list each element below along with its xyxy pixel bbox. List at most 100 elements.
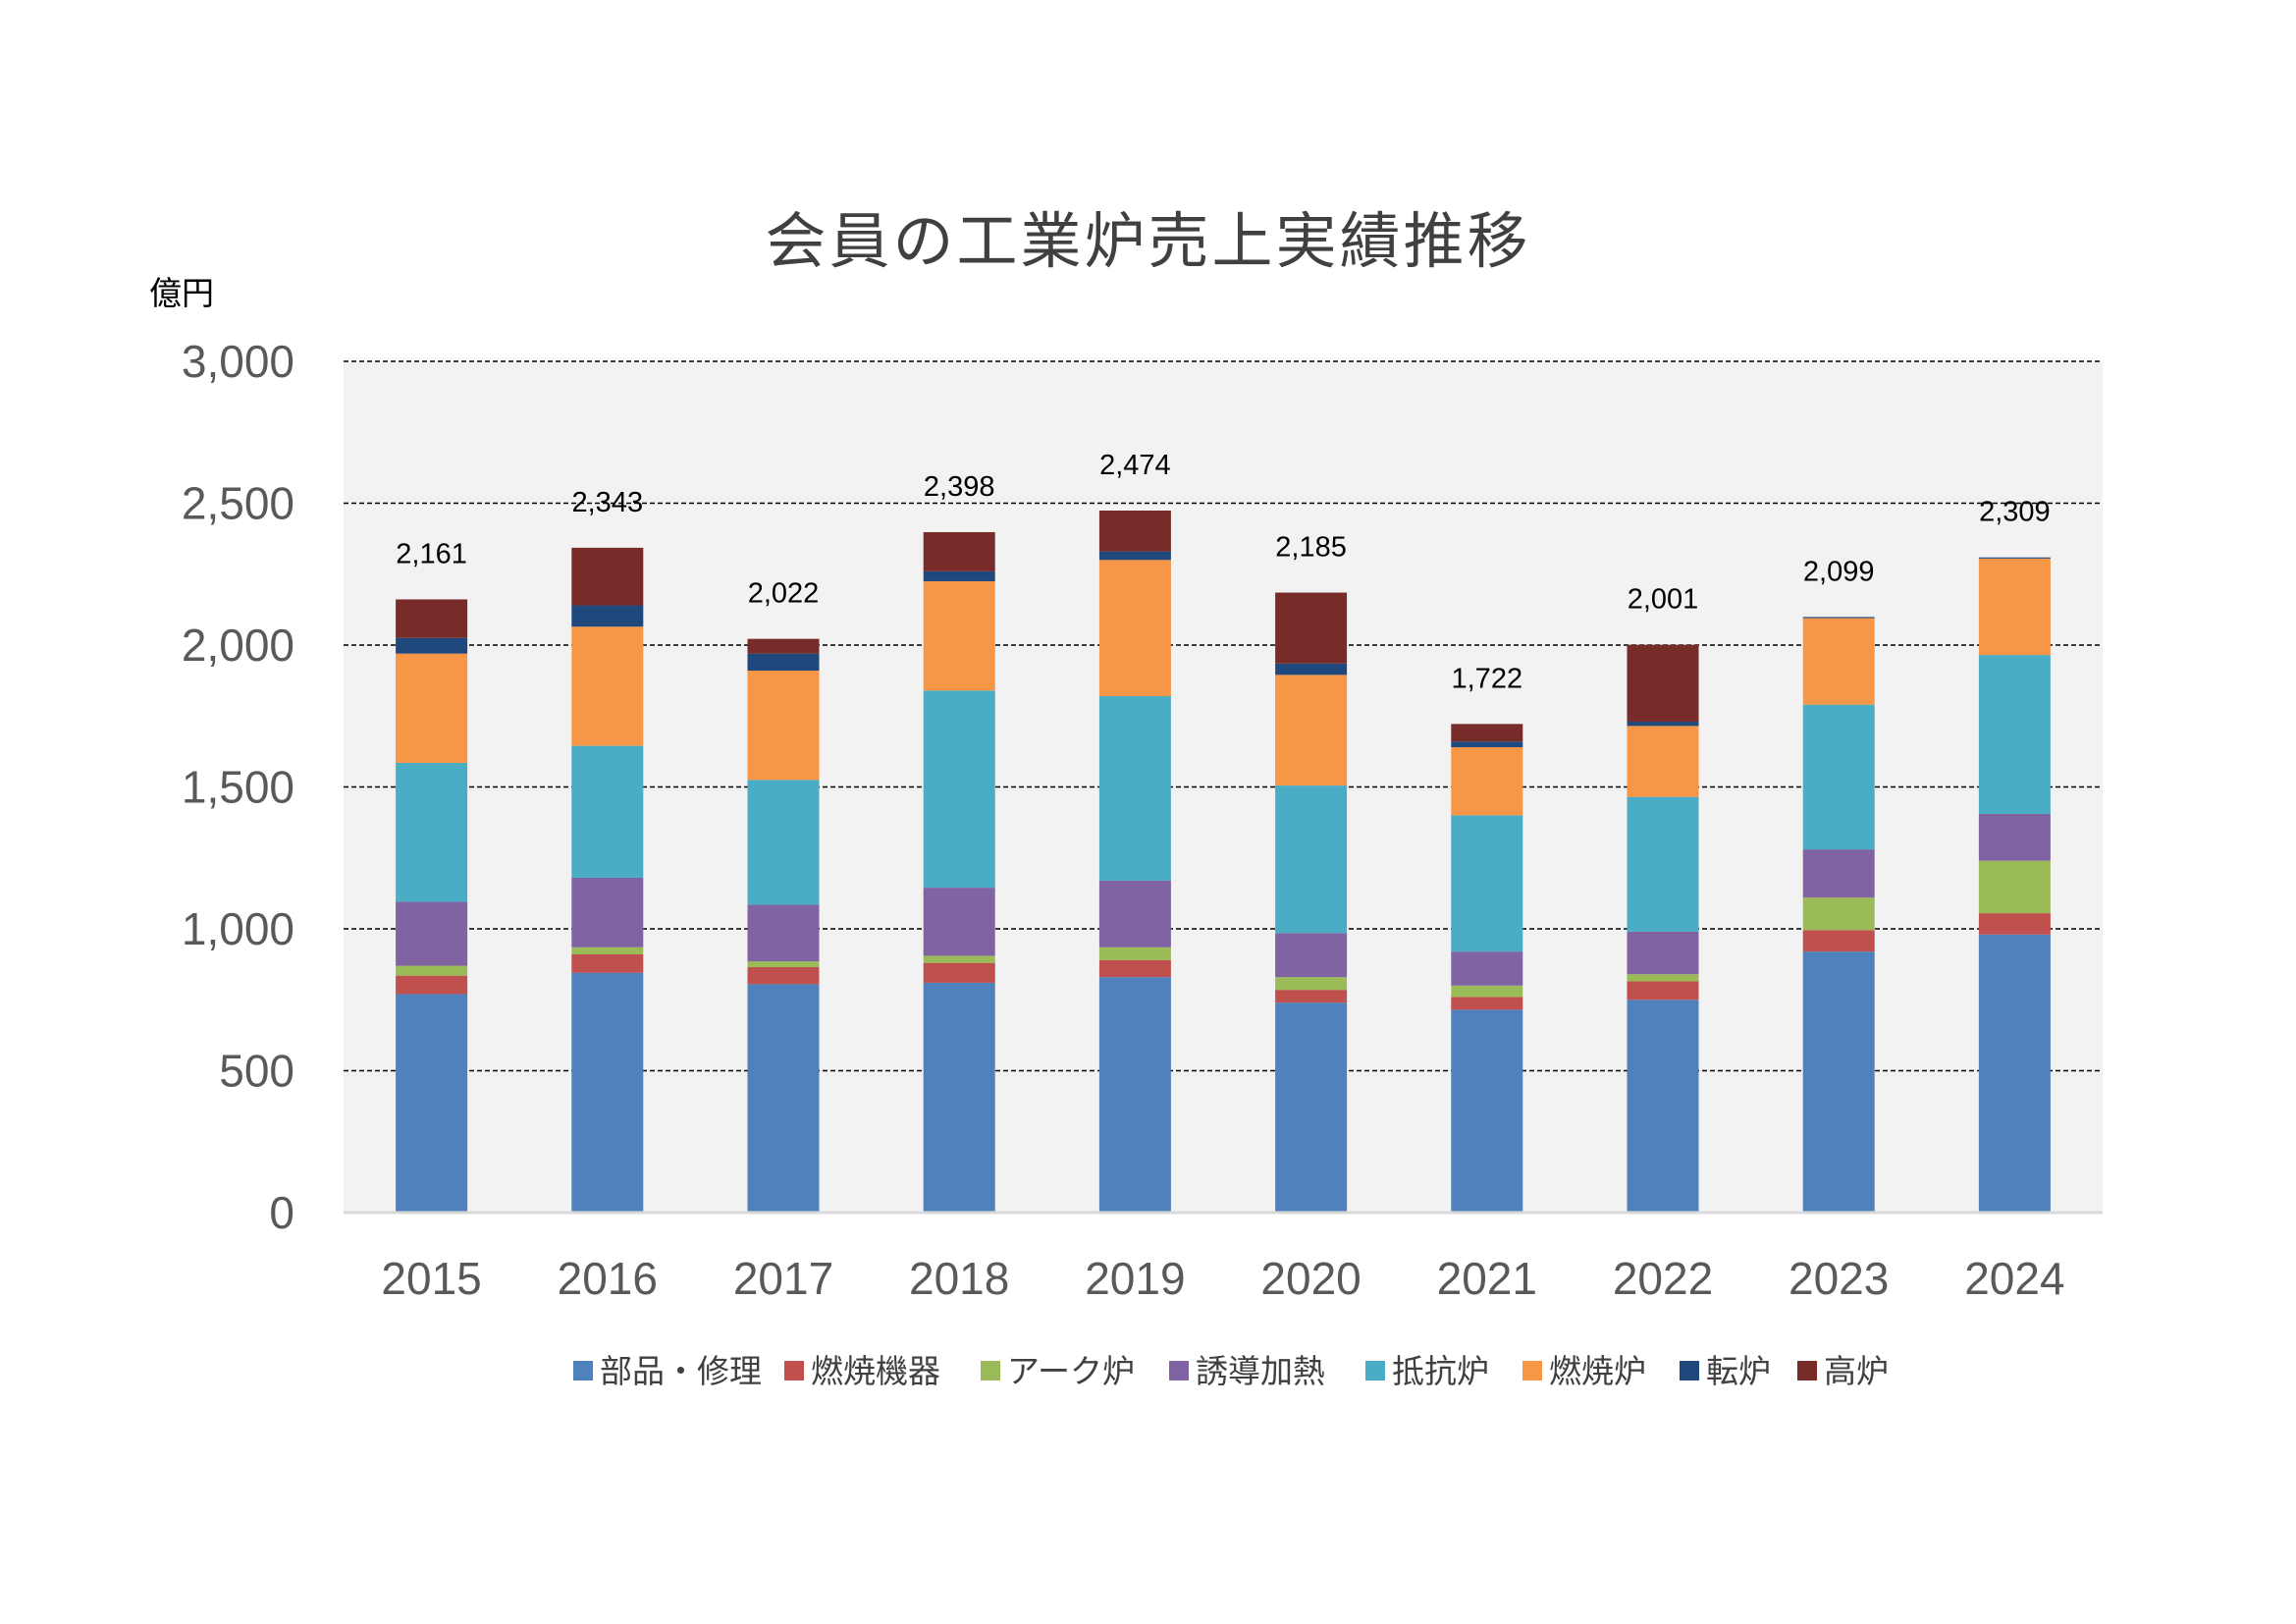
bar-segment [571,605,644,627]
y-tick-label: 2,500 [182,478,294,529]
bar-segment [571,626,644,746]
legend-swatch [784,1361,804,1380]
y-tick-label: 1,500 [182,762,294,813]
bar-segment [1098,551,1171,561]
bar-segment [1627,722,1699,727]
bar-segment [396,994,468,1213]
bar-segment [1451,741,1523,748]
bar-segment [923,531,995,571]
bar-segment [396,653,468,763]
bar-segment [396,637,468,654]
bar-segment [1451,951,1523,986]
bar-segment [571,947,644,955]
bar-segment [396,965,468,976]
bar-segment [396,975,468,995]
x-tick-label: 2024 [1964,1253,2064,1304]
bar-segment [1451,1009,1523,1213]
legend-label: 誘導加熱 [1196,1352,1325,1390]
bar-segment [571,954,644,973]
bar-segment [747,967,820,985]
labels: 0 500 1,000 1,500 2,000 2,500 3,000 2015 2,161 20… [182,336,2065,1304]
x-tick-label: 2021 [1437,1253,1537,1304]
bar-segment [396,762,468,902]
bar-segment [1098,880,1171,947]
bar-segment [1627,1000,1699,1213]
bar-segment [747,780,820,905]
bar-segment [1627,981,1699,1001]
total-data-label: 2,001 [1628,584,1699,616]
bar-segment [1802,951,1875,1213]
bar-segment [571,745,644,878]
bar-segment [1098,977,1171,1213]
bar-segment [1627,796,1699,932]
bar-segment [1275,663,1348,676]
x-tick-label: 2018 [909,1253,1009,1304]
y-tick-label: 0 [269,1187,294,1238]
bar-segment [923,962,995,983]
y-tick-label: 500 [219,1046,294,1097]
bar-segment [396,901,468,966]
bar-segment [1978,860,2051,914]
total-data-label: 2,161 [396,538,467,569]
bar-segment [1978,557,2051,559]
legend-swatch [1365,1361,1385,1380]
legend-swatch [1797,1361,1817,1380]
x-tick-label: 2015 [381,1253,481,1304]
bar-segment [923,690,995,889]
total-data-label: 1,722 [1452,663,1523,694]
total-data-label: 2,309 [1979,497,2051,528]
bar-segment [1451,997,1523,1010]
bar-segment [747,961,820,968]
legend-label: 抵抗炉 [1392,1352,1489,1390]
bar-segment [1275,990,1348,1003]
bar-segment [1978,813,2051,861]
y-tick-label: 3,000 [182,336,294,387]
bar-segment [923,955,995,963]
bar-segment [1275,785,1348,934]
bars [396,511,2051,1213]
total-data-label: 2,022 [748,578,820,610]
bar-segment [1978,655,2051,814]
bar-segment [396,599,468,638]
bar-segment [1275,977,1348,991]
bar-segment [1451,985,1523,998]
bar-segment [1451,747,1523,816]
x-tick-label: 2017 [733,1253,833,1304]
bar-segment [1275,933,1348,978]
bar-segment [1098,696,1171,881]
bar-segment [1451,815,1523,952]
chart-title: 会員の工業炉売上実績推移 [765,205,1531,277]
bar-segment [1978,558,2051,656]
y-axis-unit-label: 億円 [149,274,214,312]
bar-segment [747,671,820,781]
bar-segment [747,984,820,1213]
y-tick-label: 1,000 [182,903,294,954]
bar-segment [1627,974,1699,982]
legend-swatch [573,1361,593,1380]
bar-segment [923,580,995,691]
x-tick-label: 2019 [1085,1253,1185,1304]
bar-segment [1627,931,1699,975]
bar-segment [1275,1002,1348,1213]
bar-segment [1627,726,1699,797]
bar-segment [1098,511,1171,552]
bar-segment [1098,560,1171,697]
bar-segment [1275,592,1348,664]
bar-segment [1802,930,1875,952]
bar-segment [1802,617,1875,619]
bar-segment [923,982,995,1213]
bar-segment [1802,849,1875,898]
total-data-label: 2,343 [572,487,644,518]
legend-swatch [1522,1361,1542,1380]
bar-segment [571,972,644,1213]
bar-segment [1627,644,1699,723]
bar-segment [1802,704,1875,850]
legend-label: 部品・修理 [600,1352,762,1390]
bar-segment [1802,618,1875,705]
bar-segment [1451,724,1523,742]
bar-segment [1098,959,1171,978]
legend: 部品・修理 燃焼機器 アーク炉 誘導加熱 抵抗炉 燃焼炉 転炉 高炉 [573,1352,1889,1390]
bar-segment [1802,897,1875,931]
bar-segment [747,653,820,672]
